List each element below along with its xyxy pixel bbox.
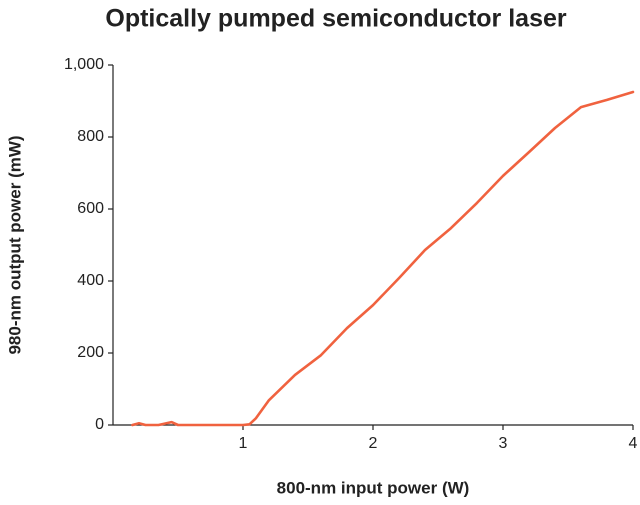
y-tick-label: 800 <box>77 128 104 145</box>
x-tick-label: 2 <box>369 435 378 452</box>
y-tick-label: 1,000 <box>64 56 104 73</box>
y-axis-label: 980-nm output power (mW) <box>5 135 24 354</box>
y-tick-label: 400 <box>77 272 104 289</box>
x-axis-label: 800-nm input power (W) <box>277 478 470 497</box>
y-tick-label: 0 <box>95 416 104 433</box>
y-tick-label: 600 <box>77 200 104 217</box>
chart-title: Optically pumped semiconductor laser <box>105 5 567 33</box>
data-line <box>131 90 635 427</box>
x-tick-label: 4 <box>629 435 638 452</box>
x-tick-label: 1 <box>239 435 248 452</box>
y-tick-label: 200 <box>77 344 104 361</box>
x-tick-label: 3 <box>499 435 508 452</box>
